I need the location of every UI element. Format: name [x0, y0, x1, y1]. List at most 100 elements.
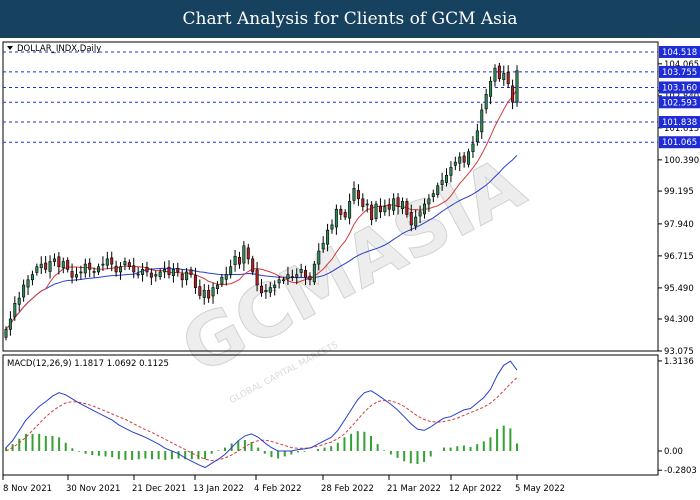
time-tick-label: 8 Nov 2021	[3, 484, 52, 494]
macd-main-line	[5, 360, 518, 469]
macd-label: MACD(12,26,9) 1.1817 1.0692 0.1125	[7, 359, 169, 369]
candle-body	[26, 279, 30, 288]
candle-body	[396, 197, 400, 207]
candle-body	[176, 267, 180, 273]
candle-body	[484, 93, 488, 110]
candle-body	[497, 65, 501, 79]
price-pane-frame	[2, 41, 659, 352]
candle-body	[458, 156, 462, 164]
price-tick-label: 100.390	[664, 156, 699, 166]
candle-body	[242, 245, 246, 264]
candle-body	[374, 203, 378, 219]
time-tick-label: 21 Mar 2022	[387, 484, 441, 494]
candle-body	[92, 271, 96, 273]
candle-body	[326, 229, 330, 245]
candle-body	[246, 247, 250, 260]
candle-body	[132, 265, 136, 273]
price-tick-label: 101.615	[664, 124, 699, 134]
candle-body	[453, 161, 457, 166]
candle-body	[70, 271, 74, 278]
level-tag	[659, 96, 700, 109]
candle-body	[114, 265, 118, 273]
candle-body	[22, 284, 26, 298]
candle-body	[348, 201, 352, 219]
level-tag	[659, 81, 700, 94]
candle-body	[334, 208, 338, 228]
candle-body	[414, 216, 418, 227]
macd-tick-label: 0.00	[664, 447, 683, 457]
candle-body	[295, 274, 299, 278]
level-tag	[659, 136, 700, 149]
candle-body	[321, 242, 325, 250]
candle-body	[370, 204, 374, 220]
candle-body	[343, 212, 347, 218]
chevron-down-icon[interactable]	[7, 46, 13, 50]
candle-body	[215, 284, 219, 289]
candle-body	[493, 67, 497, 82]
candle-body	[361, 198, 365, 207]
candle-body	[61, 261, 65, 269]
price-tick-label: 94.300	[664, 315, 694, 325]
candle-body	[123, 261, 127, 265]
price-tick-label: 93.075	[664, 347, 694, 357]
level-tag-label: 103.755	[662, 68, 697, 78]
candle-body	[57, 256, 61, 268]
candle-body	[462, 155, 466, 163]
candle-body	[83, 263, 87, 274]
candle-body	[198, 286, 202, 296]
candle-body	[110, 257, 114, 265]
price-tick-label: 96.715	[664, 252, 694, 262]
candle-body	[475, 130, 479, 143]
candle-body	[259, 285, 264, 294]
price-tick-label: 97.940	[664, 220, 694, 230]
candle-body	[264, 289, 268, 293]
level-tag-label: 101.065	[662, 138, 697, 148]
candle-body	[268, 287, 272, 293]
time-tick-label: 30 Nov 2021	[66, 484, 120, 494]
header-banner	[0, 0, 700, 38]
candle-body	[449, 167, 453, 176]
candle-body	[418, 211, 422, 217]
candle-body	[101, 263, 105, 266]
candle-body	[339, 208, 343, 215]
candle-body	[229, 266, 233, 275]
price-tick-label: 95.490	[664, 284, 694, 294]
candle-body	[365, 203, 369, 206]
candle-body	[211, 287, 215, 297]
candle-body	[141, 269, 145, 275]
candle-body	[202, 289, 206, 298]
candle-body	[378, 205, 382, 213]
candle-body	[39, 263, 43, 269]
candle-body	[79, 271, 83, 274]
candle-body	[180, 273, 184, 281]
candle-body	[193, 275, 197, 288]
chart-canvas: GCMASIA GLOBAL CAPITAL MARKETS 104.06510…	[2, 41, 700, 494]
candle-body	[286, 274, 290, 280]
level-tag-label: 104.518	[662, 48, 697, 58]
candle-body	[233, 255, 237, 265]
candle-body	[154, 274, 158, 277]
candle-body	[387, 204, 391, 210]
candle-body	[502, 73, 506, 80]
level-tag-label: 103.160	[662, 83, 697, 93]
candle-body	[35, 266, 39, 273]
candle-body	[145, 266, 149, 273]
price-tick-label: 104.065	[664, 60, 699, 70]
time-tick-label: 12 Apr 2022	[449, 484, 502, 494]
candle-body	[74, 274, 78, 278]
candle-body	[409, 212, 413, 226]
candle-body	[185, 271, 189, 281]
candle-body	[356, 190, 360, 200]
candle-body	[44, 262, 48, 270]
candle-body	[467, 151, 471, 165]
candle-body	[97, 266, 101, 273]
candle-body	[158, 271, 162, 277]
ma-slow-line	[5, 154, 518, 330]
candle-body	[277, 279, 281, 284]
candle-body	[255, 269, 259, 286]
time-tick-label: 13 Jan 2022	[193, 484, 244, 494]
candle-body	[171, 269, 175, 276]
candle-body	[445, 174, 449, 183]
candle-body	[8, 318, 12, 330]
candle-body	[13, 303, 17, 318]
